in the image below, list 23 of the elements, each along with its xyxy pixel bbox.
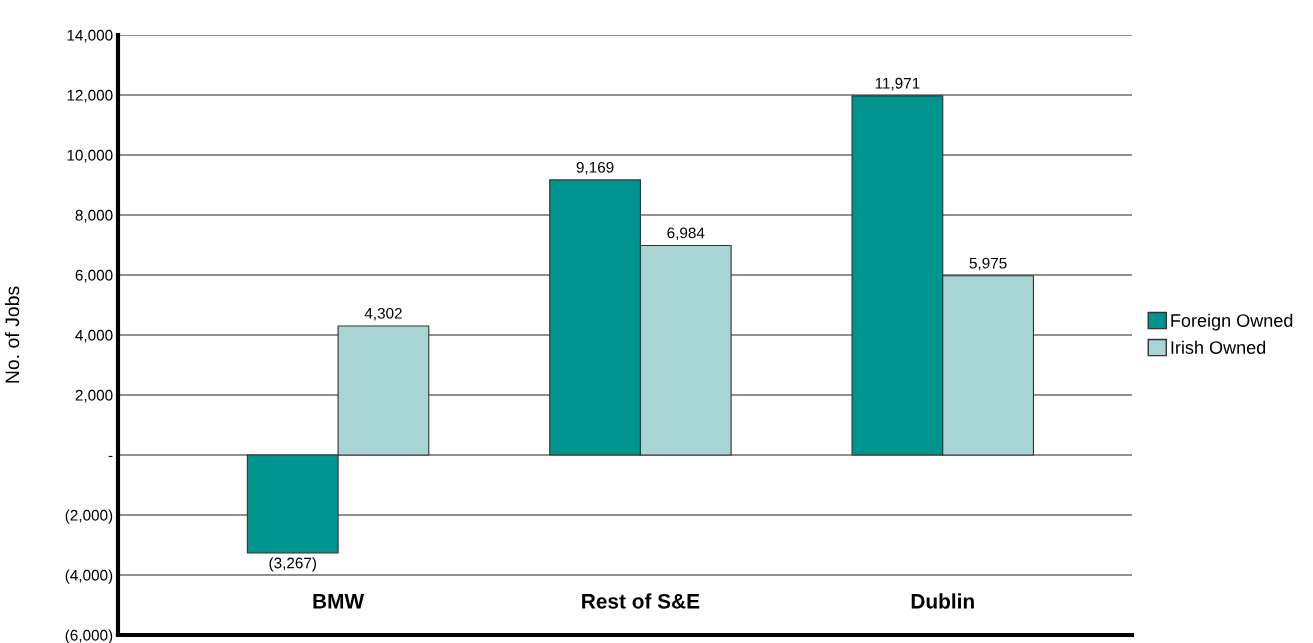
y-tick-label: 12,000: [67, 89, 113, 103]
x-tick-label: Rest of S&E: [582, 593, 700, 609]
x-tick-label: BMW: [313, 594, 365, 609]
data-label: 5,975: [969, 257, 1007, 271]
data-label: 9,169: [576, 161, 614, 175]
y-tick-label: (6,000): [65, 629, 113, 643]
y-tick-label: 10,000: [67, 149, 113, 163]
data-label: 4,302: [364, 307, 402, 321]
legend-label: Irish Owned: [1171, 340, 1266, 354]
y-axis-title: No. of Jobs: [4, 286, 20, 383]
y-tick-label: 4,000: [75, 329, 113, 343]
y-tick-label: 14,000: [67, 29, 113, 43]
data-label: 11,971: [875, 77, 920, 91]
data-label: (3,267): [269, 557, 316, 572]
x-tick-label: Dublin: [911, 593, 974, 609]
y-tick-label: -: [108, 455, 113, 458]
y-tick-label: (4,000): [65, 569, 113, 584]
y-tick-label: 8,000: [75, 209, 113, 223]
y-tick-label: (2,000): [65, 509, 113, 524]
y-tick-label: 6,000: [75, 269, 113, 283]
legend-label: Foreign Owned: [1171, 313, 1293, 331]
data-label: 6,984: [667, 227, 705, 241]
y-tick-label: 2,000: [75, 389, 113, 403]
